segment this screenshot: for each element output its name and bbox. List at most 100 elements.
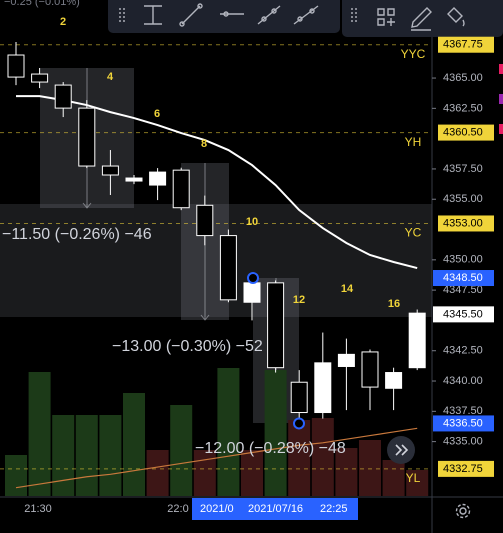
measure-label: −12.00 (−0.28%) −48: [195, 440, 346, 457]
tool-dot: [271, 8, 277, 14]
y-tick-label: 4355.00: [443, 193, 483, 205]
volume-bar: [146, 450, 169, 496]
tool-dot: [197, 3, 203, 9]
bar-number: 12: [293, 294, 305, 306]
volume-bar: [123, 393, 145, 496]
ma-line: [15, 427, 418, 489]
volume-bar: [193, 450, 216, 496]
tool-dot: [179, 21, 185, 27]
level-name: YL: [406, 471, 421, 485]
candle-body: [243, 282, 261, 303]
level-name: YYC: [401, 47, 426, 61]
settings-icon[interactable]: [455, 503, 471, 519]
volume-bar: [311, 418, 334, 496]
point-marker: [247, 272, 259, 285]
toolbar-bg: [342, 0, 503, 37]
tool-ext[interactable]: [257, 5, 281, 25]
level-label-bg: [438, 124, 494, 141]
y-tick-label: 4337.50: [443, 405, 483, 417]
candle-body: [219, 235, 237, 301]
point-marker: [293, 417, 305, 430]
tool-trend[interactable]: [181, 5, 201, 25]
grip[interactable]: [119, 8, 125, 24]
price-label: 4336.50: [443, 417, 483, 429]
candle-body: [54, 84, 72, 109]
tool-add[interactable]: [377, 8, 395, 26]
tool-dot: [297, 16, 303, 22]
candle-body: [361, 351, 379, 388]
measure-label: −11.50 (−0.26%) −46: [2, 226, 152, 243]
scroll-icon: [395, 444, 409, 456]
level-label: 4360.50: [443, 126, 483, 138]
drawing-toolbar: [108, 0, 503, 134]
price-label-bg: [433, 415, 494, 432]
volume-bar: [217, 368, 240, 496]
crosshair-time: 2021/07/16: [248, 503, 303, 515]
y-tick-label: 4347.50: [443, 284, 483, 296]
candle-body: [314, 362, 332, 414]
price-label-bg: [433, 306, 494, 323]
side-tab: [499, 124, 503, 134]
y-tick-label: 4362.50: [443, 102, 483, 114]
tool-fill[interactable]: [447, 7, 465, 27]
candle-body: [408, 312, 426, 369]
gear-teeth: [455, 503, 471, 519]
bar-number: 14: [341, 283, 354, 295]
y-tick-label: 4335.00: [443, 436, 483, 448]
plot: YYC YH YC YL 2 4 6 8 10 12 14 16 −11.50 (−0.26%) −46…: [0, 16, 432, 496]
crosshair-time-bg: [192, 498, 358, 520]
change-text: −0.25 (−0.01%): [4, 0, 80, 8]
volume-bar: [335, 448, 358, 496]
volume-bar: [359, 440, 381, 496]
bar-number: 4: [107, 71, 114, 83]
bar-number: 2: [60, 16, 66, 28]
toolbar-bg: [108, 0, 340, 33]
candle-body: [385, 372, 403, 389]
level-label-bg: [438, 215, 494, 232]
tool-line[interactable]: [293, 5, 319, 25]
price-label-bg: [433, 270, 494, 287]
crosshair-time: 2021/0: [200, 503, 234, 515]
volume-bar: [264, 370, 287, 496]
crosshair-time: 22:25: [320, 503, 348, 515]
x-tick-label: 22:0: [167, 503, 188, 515]
level-label-bg: [438, 36, 494, 53]
side-tab: [499, 64, 503, 74]
bar-number: 6: [154, 108, 160, 120]
candle-body: [267, 282, 285, 369]
ma-line: [16, 95, 418, 270]
volume-bar: [5, 455, 27, 496]
volume-bar: [99, 415, 122, 496]
volume-bar: [75, 415, 98, 496]
candle-body: [7, 54, 25, 78]
grip[interactable]: [351, 8, 357, 24]
level-label: 4332.75: [443, 463, 483, 475]
tool-dot: [223, 11, 229, 17]
price-label: 4345.50: [443, 308, 483, 320]
gear-center: [459, 507, 467, 515]
measure-label: −13.00 (−0.30%) −52: [112, 338, 263, 355]
volume-bar: [241, 450, 263, 496]
y-tick-label: 4357.50: [443, 163, 483, 175]
level-label: 4367.75: [443, 39, 483, 51]
level-label-bg: [438, 460, 494, 477]
candle-body: [196, 204, 214, 237]
side-tab: [499, 94, 503, 104]
candle-body: [125, 177, 143, 182]
bar-number: 10: [246, 216, 258, 228]
volume-bar: [288, 420, 311, 496]
y-tick-label: 4342.50: [443, 345, 483, 357]
shaded-zone: [0, 204, 432, 317]
volume-bar: [170, 405, 193, 496]
tool-pen[interactable]: [411, 7, 432, 31]
tool-ray[interactable]: [144, 5, 162, 25]
level-label: 4353.00: [443, 217, 483, 229]
bar-number: 8: [201, 138, 207, 150]
candle-body: [101, 165, 119, 176]
candle-body: [78, 107, 96, 167]
x-tick-label: 21:30: [24, 503, 52, 515]
volume-bar: [406, 470, 429, 496]
volume-bar: [28, 372, 51, 496]
